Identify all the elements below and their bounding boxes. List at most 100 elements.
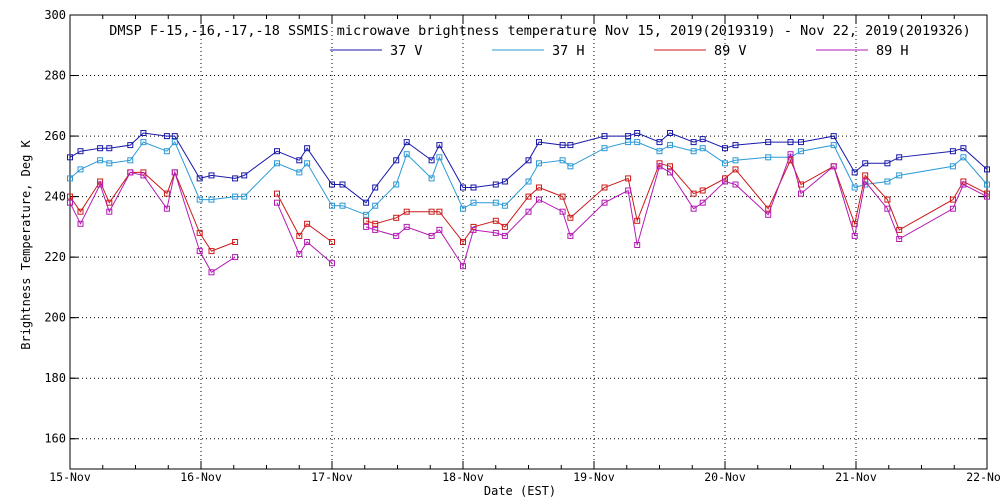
data-point-marker [492,217,499,224]
data-point-marker [722,145,728,152]
x-axis-label: Date (EST) [484,484,556,498]
series-line [69,132,988,204]
data-point-marker [667,130,673,136]
data-point-marker [372,220,379,227]
data-point-marker [830,133,837,140]
data-point-marker [363,199,370,206]
x-tick-label: 17-Nov [311,470,353,484]
data-point-marker [106,160,113,167]
data-point-marker [296,157,303,164]
data-point-marker [393,214,400,221]
legend-label: 37 H [552,43,585,59]
data-point-marker [525,178,532,185]
data-point-marker [634,242,641,248]
x-tick-label: 16-Nov [180,470,222,484]
data-point-marker [304,160,311,167]
data-point-marker [656,139,663,146]
data-point-marker [436,226,443,233]
data-point-marker [232,239,239,245]
data-point-marker [896,172,903,179]
data-point-marker [984,181,990,188]
data-point-marker [884,205,891,212]
data-point-marker [329,202,335,209]
data-point-marker [536,184,542,191]
data-point-marker [851,232,858,239]
data-point-marker [403,151,410,158]
series-37-v [67,130,990,206]
data-point-marker [567,142,574,149]
data-point-marker [625,175,632,182]
y-tick-label: 260 [44,129,66,143]
data-point-marker [163,148,170,155]
data-point-marker [492,229,499,236]
data-point-marker [984,166,990,173]
x-tick-label: 22-Nov [966,470,1000,484]
data-point-marker [949,205,956,212]
data-point-marker [232,175,239,182]
data-point-marker [403,223,410,230]
data-point-marker [106,208,113,215]
y-tick-label: 200 [44,311,66,325]
x-tick-label: 19-Nov [573,470,615,484]
data-point-marker [960,181,967,188]
data-point-marker [77,220,84,227]
x-tick-label: 21-Nov [835,470,877,484]
y-tick-label: 280 [44,69,66,83]
data-point-marker [470,199,477,206]
y-tick-labels: 160 180 200 220 240 260 280 300 [44,8,66,446]
data-point-marker [67,175,73,182]
data-point-marker [163,133,170,140]
data-point-marker [329,239,335,245]
data-point-marker [97,145,104,152]
x-tick-label: 18-Nov [442,470,484,484]
data-point-marker [525,208,532,215]
data-point-marker [296,169,303,176]
data-point-marker [862,178,869,185]
data-point-marker [625,139,632,146]
data-point-marker [77,166,84,173]
data-point-marker [274,148,280,155]
data-point-marker [634,217,641,224]
x-tick-label: 20-Nov [704,470,746,484]
data-point-marker [949,148,956,155]
data-point-marker [601,184,608,191]
data-point-marker [232,254,239,261]
data-point-marker [241,172,248,179]
data-point-marker [363,223,370,230]
data-point-marker [428,208,435,215]
data-point-marker [140,139,147,146]
data-point-marker [140,130,147,136]
data-point-marker [241,193,248,200]
data-point-marker [372,184,379,191]
data-point-marker [732,157,739,164]
data-point-marker [296,251,303,258]
data-point-marker [403,208,410,215]
data-point-marker [296,232,303,239]
data-point-marker [634,130,641,136]
data-point-marker [171,169,178,176]
data-point-marker [196,229,203,236]
data-point-marker [106,145,113,152]
data-point-marker [559,193,566,200]
data-point-marker [106,199,113,206]
data-point-marker [428,232,435,239]
data-point-marker [274,199,280,206]
data-point-marker [501,223,508,230]
grid-lines [70,15,987,469]
series-line [276,193,333,243]
plot-frame [69,14,988,470]
data-point-marker [525,157,532,164]
data-point-marker [732,181,739,188]
x-tick-labels: 15-Nov 16-Nov 17-Nov 18-Nov 19-Nov 20-Nov 21-N… [49,470,1000,484]
data-point-marker [830,142,837,149]
data-point-marker [536,196,542,203]
data-point-marker [862,160,869,167]
data-point-marker [208,248,215,255]
data-point-marker [699,199,706,206]
data-point-marker [232,193,239,200]
data-point-marker [559,142,566,149]
data-point-marker [67,154,73,161]
data-point-marker [97,157,104,164]
data-point-marker [97,181,104,188]
